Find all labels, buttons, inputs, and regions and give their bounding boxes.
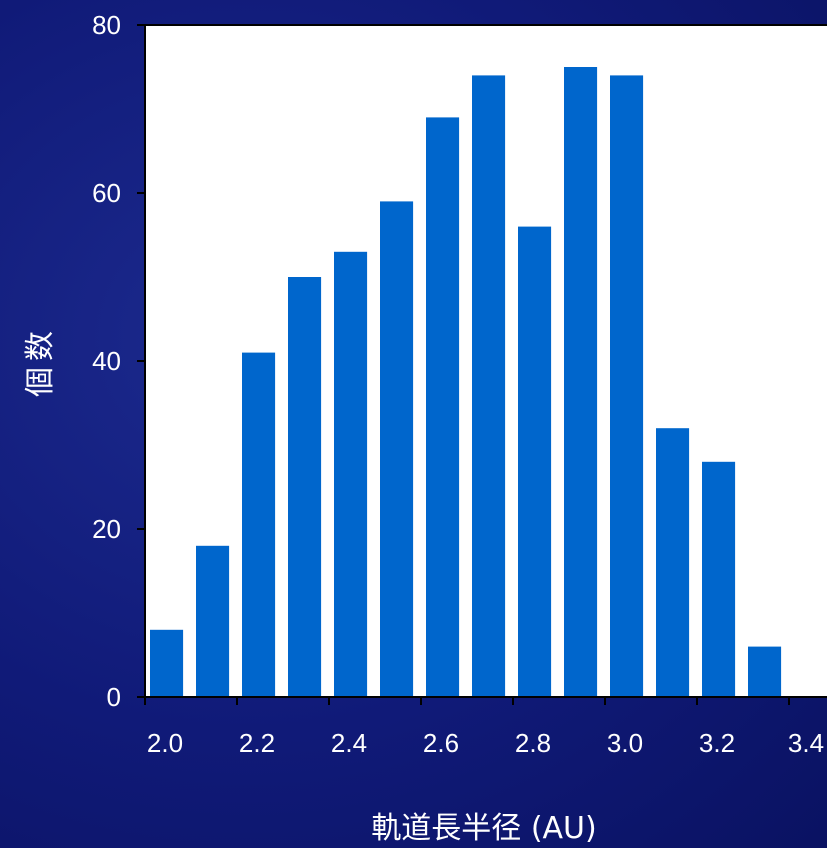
- x-tick-label: 2.8: [515, 728, 551, 758]
- bar-2.5: [380, 201, 414, 697]
- bar-3.0: [610, 75, 644, 697]
- bars-group: [150, 67, 782, 698]
- bar-2.8: [518, 226, 552, 697]
- x-tick-label: 3.2: [699, 728, 735, 758]
- bar-2.6: [426, 117, 460, 697]
- x-axis-title: 軌道長半径 (AU): [371, 811, 596, 846]
- x-tick-label: 2.6: [423, 728, 459, 758]
- bar-2.9: [564, 67, 598, 697]
- bar-2.3: [288, 277, 322, 697]
- x-tick-label: 2.4: [331, 728, 367, 758]
- bar-3.2: [702, 461, 736, 697]
- y-tick-label: 40: [92, 346, 121, 376]
- bar-2.7: [472, 75, 506, 697]
- y-tick-label: 80: [92, 10, 121, 40]
- bar-3.3: [748, 646, 782, 697]
- bar-2.0: [150, 629, 184, 697]
- y-axis-title: 個数: [23, 325, 58, 397]
- x-tick-label: 3.0: [607, 728, 643, 758]
- bar-2.2: [242, 352, 276, 697]
- x-tick-label: 3.4: [788, 728, 824, 758]
- bar-2.1: [196, 545, 230, 697]
- x-ticks-group: 2.0 2.2 2.4 2.6 2.8 3.0 3.2 3.4: [144, 697, 824, 758]
- x-tick-label: 2.0: [147, 728, 183, 758]
- y-tick-label: 60: [92, 178, 121, 208]
- y-tick-label: 20: [92, 514, 121, 544]
- y-tick-label: 0: [107, 682, 121, 712]
- y-ticks-group: 0 20 40 60 80: [92, 10, 145, 712]
- bar-2.4: [334, 251, 368, 698]
- x-tick-label: 2.2: [239, 728, 275, 758]
- bar-3.1: [656, 428, 690, 697]
